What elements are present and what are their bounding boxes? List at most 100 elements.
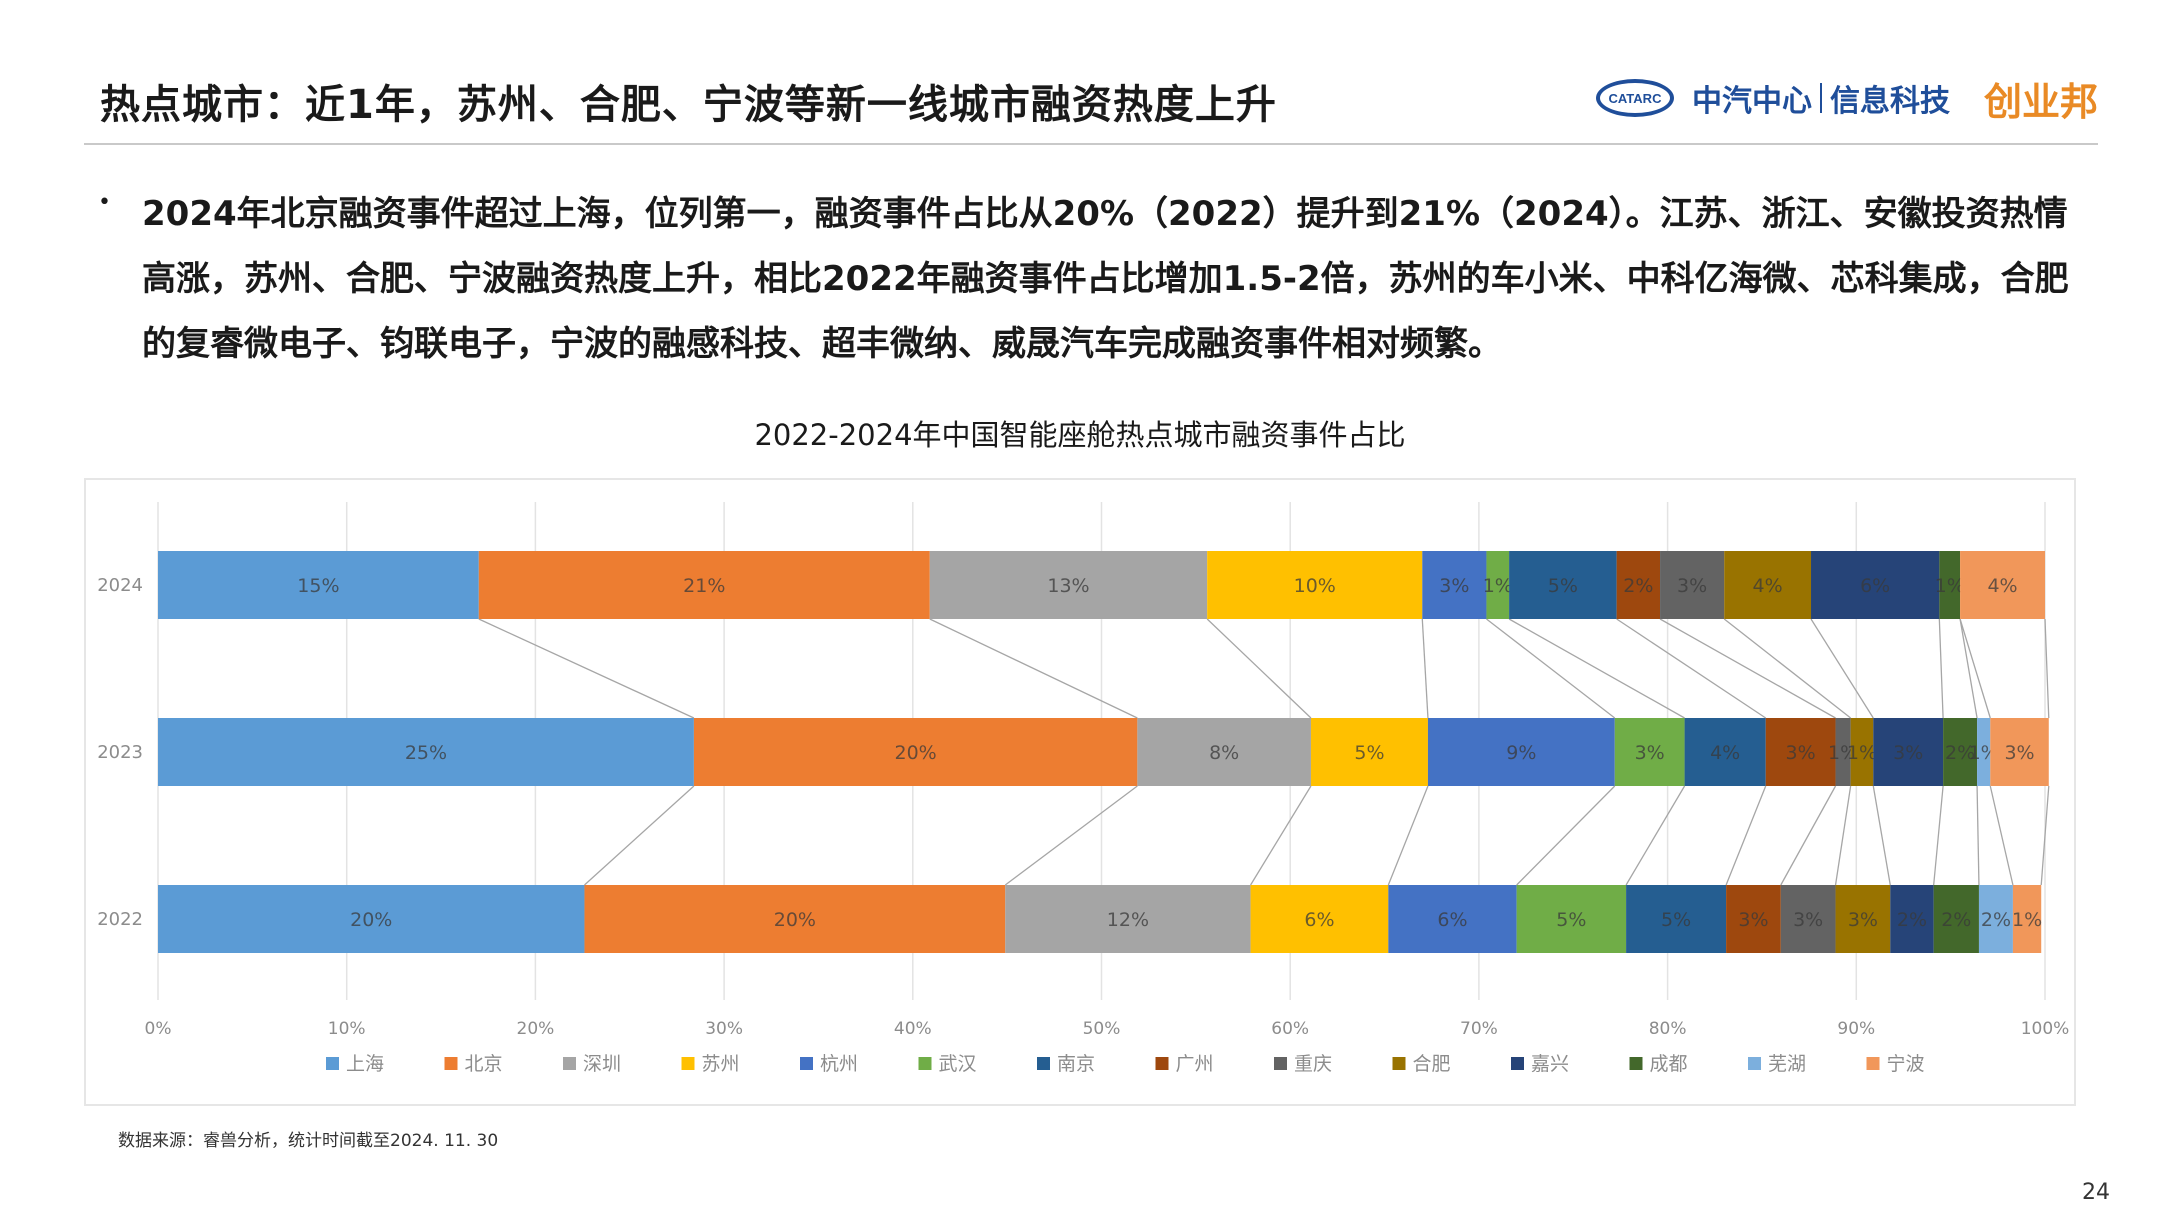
chart-title: 2022-2024年中国智能座舱热点城市融资事件占比 (754, 418, 1406, 452)
data-label: 3% (1793, 909, 1823, 931)
x-tick-label: 10% (328, 1019, 366, 1039)
data-label: 4% (1710, 742, 1740, 764)
legend-label: 上海 (346, 1053, 384, 1075)
legend-swatch (1392, 1057, 1406, 1070)
bar-segment (1939, 551, 1961, 619)
bar-segment (1933, 885, 1979, 953)
data-source-note: 数据来源：睿兽分析，统计时间截至2024. 11. 30 (118, 1131, 499, 1151)
logo-group: CATARC 中汽中心 信息科技 创业邦 (1595, 66, 2098, 130)
bar-segment (1388, 885, 1517, 953)
legend-swatch (1155, 1057, 1169, 1070)
bar-segment (1726, 885, 1781, 953)
bar-segment (1509, 551, 1617, 619)
data-label: 3% (1677, 575, 1707, 597)
legend-label: 北京 (465, 1053, 503, 1075)
data-label: 4% (1753, 575, 1783, 597)
connector-line (1959, 618, 1991, 719)
bar-segment (1780, 885, 1836, 953)
x-tick-label: 40% (894, 1019, 932, 1039)
bar-segment (1137, 718, 1311, 786)
connector-line (1508, 618, 1685, 719)
bullet-icon: • (98, 190, 111, 215)
data-label: 3% (1439, 575, 1469, 597)
connector-line (1250, 785, 1312, 886)
bar-segment (478, 551, 930, 619)
connector-line (1616, 618, 1767, 719)
bar-segment (1960, 551, 2045, 619)
data-label: 5% (1354, 742, 1384, 764)
cyzone-logo: 创业邦 (1983, 79, 2098, 124)
connector-line (584, 785, 695, 886)
bar-segment (1724, 551, 1812, 619)
bar-segment (1660, 551, 1725, 619)
connector-line (1989, 785, 2014, 886)
legend-label: 武汉 (939, 1053, 977, 1075)
x-tick-label: 60% (1271, 1019, 1309, 1039)
data-label: 5% (1661, 909, 1691, 931)
connector-line (1625, 785, 1686, 886)
connector-line (478, 618, 695, 719)
bar-segment (1516, 885, 1627, 953)
connector-line (1421, 618, 1429, 719)
data-label: 1% (1935, 575, 1965, 597)
connector-line (1725, 785, 1767, 886)
bar-segment (1207, 551, 1423, 619)
legend-swatch (1274, 1057, 1287, 1070)
bar-segment (1850, 718, 1874, 786)
data-label: 3% (1635, 742, 1665, 764)
legend-swatch (1629, 1057, 1643, 1070)
connector-line (1810, 618, 1874, 719)
data-label: 2% (1941, 909, 1971, 931)
bar-segment (1422, 551, 1487, 619)
data-label: 3% (1738, 909, 1768, 931)
legend-swatch (326, 1057, 339, 1070)
data-label: 2% (1945, 742, 1975, 764)
x-tick-label: 50% (1083, 1019, 1121, 1039)
legend-label: 芜湖 (1768, 1053, 1806, 1075)
logo-text-center: 中汽中心 (1691, 84, 1812, 119)
data-label: 3% (2004, 742, 2034, 764)
connector-line (2040, 785, 2050, 886)
bar-segment (2012, 885, 2042, 953)
data-label: 13% (1047, 575, 1089, 597)
logo-text-tech: 信息科技 (1829, 84, 1950, 119)
data-label: 5% (1548, 575, 1578, 597)
bar-segment (1978, 885, 2013, 953)
legend-swatch (1748, 1057, 1761, 1070)
connector-line (1780, 785, 1837, 886)
data-label: 2% (1897, 909, 1927, 931)
connector-line (1723, 618, 1852, 719)
data-label: 6% (1304, 909, 1334, 931)
data-label: 2% (1981, 909, 2011, 931)
legend-swatch (681, 1057, 695, 1070)
bar-segment (1486, 551, 1510, 619)
bar-segment (1990, 718, 2049, 786)
x-tick-label: 30% (705, 1019, 743, 1039)
x-tick-label: 0% (145, 1019, 172, 1039)
bar-segment (1684, 718, 1766, 786)
data-label: 21% (683, 575, 725, 597)
bar-segment (1835, 718, 1851, 786)
catarc-logo: CATARC (1595, 79, 1674, 117)
connector-line (1834, 785, 1852, 886)
bar-segment (1310, 718, 1428, 786)
bar-segment (1005, 885, 1251, 953)
bar-segment (1250, 885, 1389, 953)
connector-line (1387, 785, 1429, 886)
legend-label: 广州 (1176, 1053, 1214, 1075)
bar-segment (1890, 885, 1934, 953)
data-label: 8% (1209, 742, 1239, 764)
y-category-label: 2022 (97, 909, 143, 930)
x-tick-label: 70% (1460, 1019, 1498, 1039)
legend-label: 宁波 (1887, 1053, 1925, 1075)
summary-paragraph: 2024年北京融资事件超过上海，位列第一，融资事件占比从20%（2022）提升到… (142, 194, 2069, 364)
data-label: 9% (1506, 742, 1536, 764)
legend-label: 杭州 (820, 1053, 858, 1075)
data-label: 3% (1786, 742, 1816, 764)
legend-swatch (1511, 1057, 1524, 1070)
legend-swatch (800, 1057, 813, 1070)
legend-label: 重庆 (1294, 1053, 1332, 1075)
x-tick-label: 90% (1837, 1019, 1875, 1039)
bar-segment (584, 885, 1006, 953)
